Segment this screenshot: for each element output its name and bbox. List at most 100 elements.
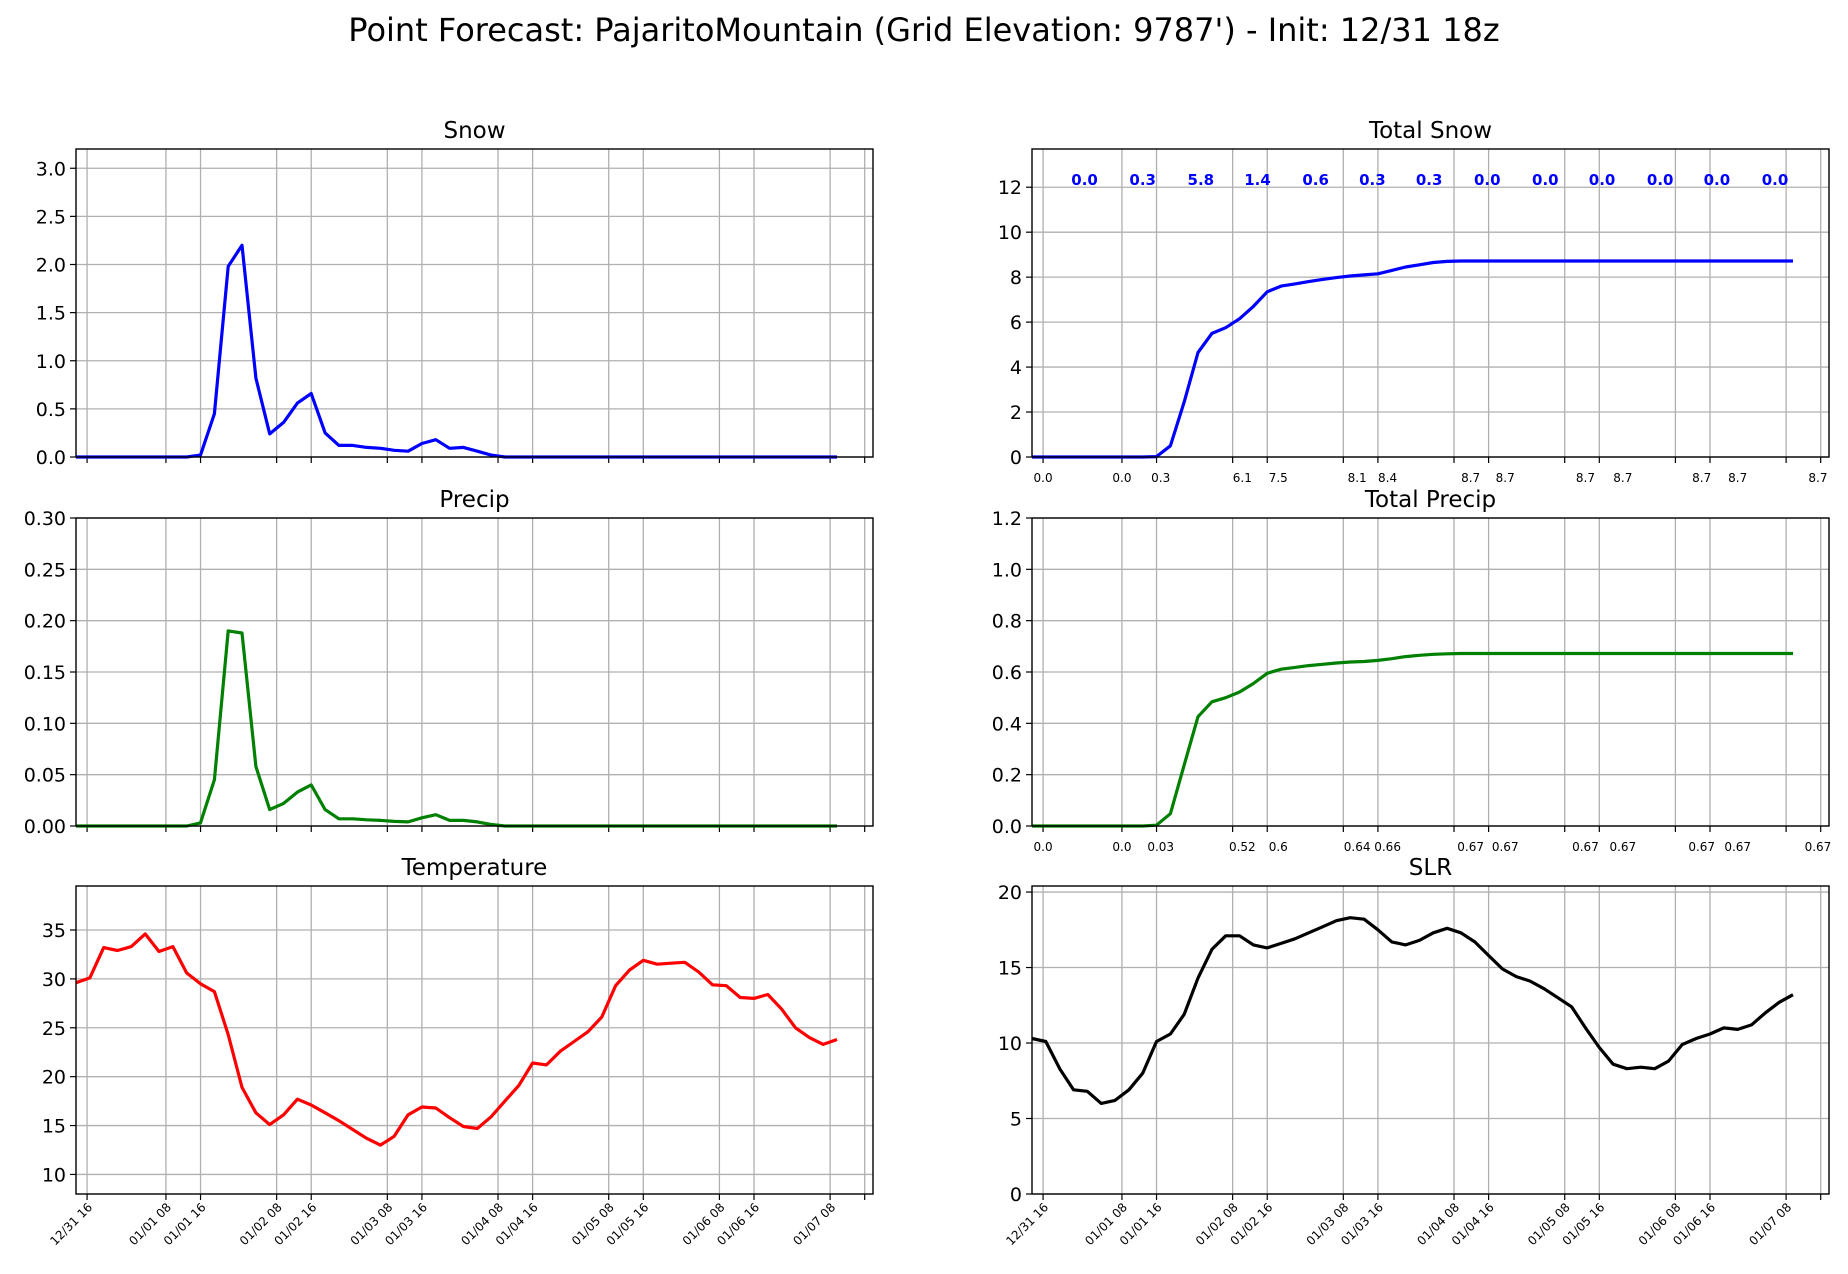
period-total-label: 0.0 xyxy=(1762,171,1789,189)
panel-title: SLR xyxy=(1409,855,1452,881)
x-tick-label: 01/07 08 xyxy=(790,1200,838,1248)
x-tick-label: 12/31 16 xyxy=(47,1200,95,1248)
period-total-label: 1.4 xyxy=(1244,171,1271,189)
y-tick-label: 0.25 xyxy=(24,559,66,581)
y-tick-label: 0.05 xyxy=(24,765,66,787)
period-total-label: 0.0 xyxy=(1589,171,1616,189)
axes-frame xyxy=(75,148,874,458)
y-tick-label: 15 xyxy=(998,958,1022,980)
cumulative-tick-label: 0.66 xyxy=(1374,840,1401,854)
panel-title: Total Snow xyxy=(1368,118,1492,144)
y-tick-label: 1.5 xyxy=(36,303,66,325)
panel-title: Precip xyxy=(439,487,509,513)
panel-snow: 0.0 0.5 1.0 1.5 2.0 2.5 3.0 Snow xyxy=(36,118,874,469)
cumulative-tick-label: 8.4 xyxy=(1378,471,1397,485)
y-tick-label: 30 xyxy=(42,969,66,991)
series-line-slr xyxy=(1031,916,1794,1106)
series-line-temperature xyxy=(75,932,838,1147)
y-tick-label: 0 xyxy=(1010,1184,1022,1206)
period-total-label: 0.0 xyxy=(1474,171,1501,189)
cumulative-tick-label: 8.7 xyxy=(1576,471,1595,485)
axes-frame xyxy=(1031,148,1830,458)
y-tick-label: 0.0 xyxy=(992,816,1022,838)
panel-precip: 0.00 0.05 0.10 0.15 0.20 0.25 0.30 Precip xyxy=(24,487,874,838)
period-total-label: 0.3 xyxy=(1359,171,1386,189)
cumulative-tick-label: 0.67 xyxy=(1724,840,1751,854)
y-tick-label: 1.2 xyxy=(992,508,1022,530)
cumulative-tick-label: 0.0 xyxy=(1112,471,1131,485)
cumulative-tick-label: 0.0 xyxy=(1112,840,1131,854)
cumulative-tick-label: 8.7 xyxy=(1613,471,1632,485)
cumulative-tick-label: 8.1 xyxy=(1348,471,1367,485)
y-tick-label: 0.0 xyxy=(36,447,66,469)
period-total-label: 0.0 xyxy=(1704,171,1731,189)
y-tick-label: 0.4 xyxy=(992,713,1022,735)
y-tick-label: 20 xyxy=(42,1067,66,1089)
cumulative-tick-label: 8.7 xyxy=(1461,471,1480,485)
y-tick-label: 6 xyxy=(1010,312,1022,334)
y-tick-label: 0.5 xyxy=(36,399,66,421)
cumulative-tick-label: 0.67 xyxy=(1805,840,1832,854)
y-tick-label: 0.00 xyxy=(24,816,66,838)
y-tick-label: 3.0 xyxy=(36,158,66,180)
y-tick-label: 4 xyxy=(1010,357,1022,379)
axes-frame xyxy=(75,517,874,827)
cumulative-tick-label: 8.7 xyxy=(1496,471,1515,485)
x-tick-label: 01/07 08 xyxy=(1746,1200,1794,1248)
y-tick-label: 0.30 xyxy=(24,508,66,530)
cumulative-tick-label: 0.67 xyxy=(1688,840,1715,854)
axes-frame xyxy=(75,885,874,1195)
axes-frame xyxy=(1031,517,1830,827)
cumulative-tick-label: 0.03 xyxy=(1147,840,1174,854)
panel-title: Total Precip xyxy=(1364,487,1496,513)
y-tick-label: 2 xyxy=(1010,402,1022,424)
cumulative-tick-label: 0.64 xyxy=(1344,840,1371,854)
y-tick-label: 15 xyxy=(42,1116,66,1138)
axes-frame xyxy=(1031,885,1830,1195)
y-tick-label: 0 xyxy=(1010,447,1022,469)
panel-title: Temperature xyxy=(401,855,548,881)
cumulative-tick-label: 0.6 xyxy=(1269,840,1288,854)
y-tick-label: 1.0 xyxy=(36,351,66,373)
y-tick-label: 10 xyxy=(42,1164,66,1186)
y-tick-label: 8 xyxy=(1010,267,1022,289)
series-line-snow xyxy=(76,243,837,459)
y-tick-label: 1.0 xyxy=(992,559,1022,581)
period-total-label: 0.0 xyxy=(1532,171,1559,189)
cumulative-tick-label: 0.67 xyxy=(1609,840,1636,854)
cumulative-tick-label: 6.1 xyxy=(1233,471,1252,485)
y-tick-label: 0.2 xyxy=(992,765,1022,787)
cumulative-tick-label: 0.3 xyxy=(1151,471,1170,485)
period-total-label: 0.6 xyxy=(1302,171,1329,189)
period-total-label: 0.0 xyxy=(1071,171,1098,189)
x-tick-label: 12/31 16 xyxy=(1003,1200,1051,1248)
y-tick-label: 25 xyxy=(42,1018,66,1040)
cumulative-tick-label: 0.0 xyxy=(1034,471,1053,485)
cumulative-tick-label: 8.7 xyxy=(1808,471,1827,485)
cumulative-tick-label: 0.67 xyxy=(1492,840,1519,854)
y-tick-label: 35 xyxy=(42,920,66,942)
cumulative-tick-label: 0.67 xyxy=(1457,840,1484,854)
panel-total-snow: 0 2 4 6 8 10 12 Total Snow 0.0 0.0 0.3 6.1 7.5 8.1 8.4… xyxy=(998,118,1830,485)
figure-title: Point Forecast: PajaritoMountain (Grid E… xyxy=(348,11,1499,49)
y-tick-label: 20 xyxy=(998,882,1022,904)
y-tick-label: 2.5 xyxy=(36,206,66,228)
cumulative-tick-label: 0.67 xyxy=(1572,840,1599,854)
cumulative-tick-label: 0.0 xyxy=(1034,840,1053,854)
y-tick-label: 0.8 xyxy=(992,611,1022,633)
y-tick-label: 0.6 xyxy=(992,662,1022,684)
panel-title: Snow xyxy=(443,118,505,144)
cumulative-tick-label: 0.52 xyxy=(1229,840,1256,854)
period-total-label: 0.3 xyxy=(1416,171,1443,189)
cumulative-tick-label: 8.7 xyxy=(1728,471,1747,485)
y-tick-label: 5 xyxy=(1010,1109,1022,1131)
cumulative-tick-label: 8.7 xyxy=(1692,471,1711,485)
y-tick-label: 10 xyxy=(998,222,1022,244)
series-line-total-snow xyxy=(1032,259,1793,459)
cumulative-tick-label: 7.5 xyxy=(1269,471,1288,485)
y-tick-label: 10 xyxy=(998,1033,1022,1055)
y-tick-label: 12 xyxy=(998,177,1022,199)
